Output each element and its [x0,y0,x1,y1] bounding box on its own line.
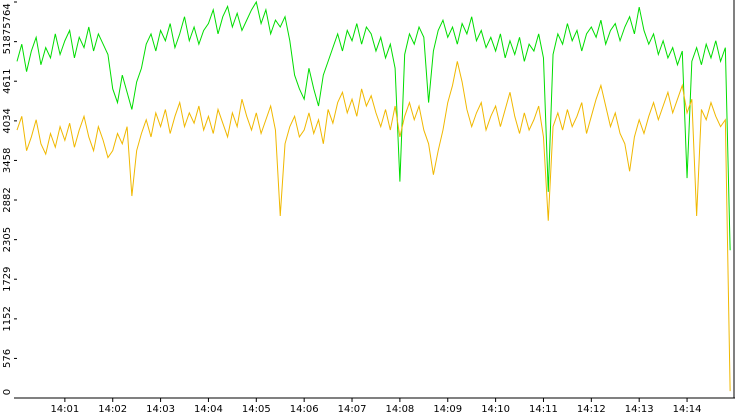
y-tick-label: 576 [2,349,13,368]
y-tick-label: 2882 [2,187,13,212]
x-tick-label: 14:05 [242,404,271,415]
x-tick-label: 14:04 [194,404,223,415]
y-tick-label: 1152 [2,306,13,331]
series-line [16,0,731,251]
x-tick-label: 14:12 [577,404,606,415]
y-tick-label: 5764 [2,3,13,28]
y-tick-label: 0 [2,389,13,395]
x-tick-label: 14:14 [673,404,702,415]
y-tick-label: 4611 [2,68,13,93]
x-tick-label: 14:10 [481,404,510,415]
x-tick-label: 14:11 [529,404,558,415]
x-tick-label: 14:07 [338,404,367,415]
y-tick-label: 3458 [2,148,13,173]
series-line [16,61,731,392]
y-tick-label: 2305 [2,227,13,252]
x-tick-label: 14:01 [50,404,79,415]
x-tick-label: 14:09 [433,404,462,415]
x-tick-label: 14:08 [385,404,414,415]
x-tick-label: 14:03 [146,404,175,415]
x-tick-label: 14:02 [98,404,127,415]
y-tick-label: 4034 [2,108,13,133]
y-tick-label: 5187 [2,29,13,54]
y-tick-label: 1729 [2,266,13,291]
x-tick-label: 14:13 [625,404,654,415]
x-tick-label: 14:06 [290,404,319,415]
